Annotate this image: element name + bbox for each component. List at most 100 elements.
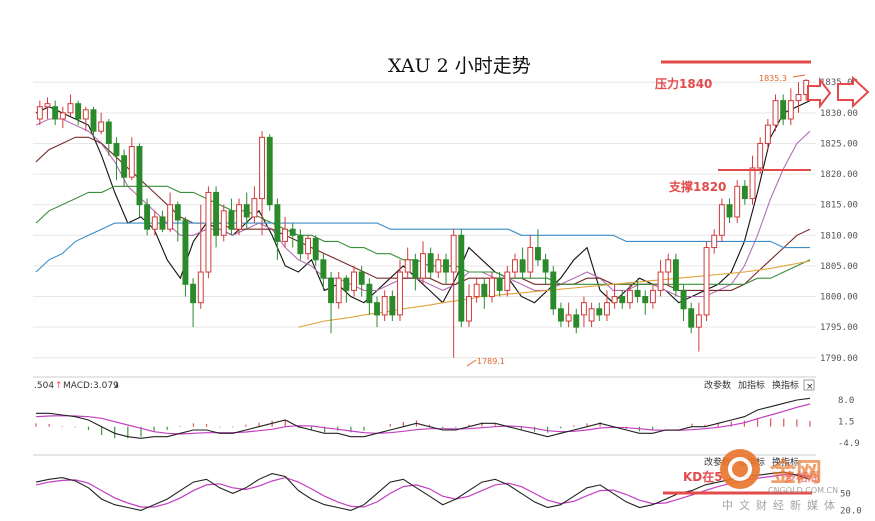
candle-body (67, 103, 74, 114)
watermark-domain: CNGOLD.COM.CN (768, 486, 838, 495)
annotations: 压力1840 支撑1820 1835.3 1789.1 (466, 60, 870, 367)
candle-body (642, 296, 649, 304)
macd-tick-label: 1.5 (838, 418, 854, 428)
candle-body (335, 277, 342, 304)
support-label: 支撑1820 (668, 179, 726, 194)
close-icon-box (803, 379, 815, 391)
candle-body (182, 219, 189, 285)
chart-title: XAU 2 小时走势 (388, 55, 531, 77)
candle-body (519, 259, 526, 273)
watermark-name: 金网 (769, 457, 822, 488)
candle-body (190, 283, 197, 304)
candle-body (282, 228, 289, 242)
candle-body (297, 234, 304, 255)
candle-body (580, 302, 587, 316)
last-price-pointer (792, 74, 806, 78)
close-icon: × (806, 382, 814, 392)
macd-y-axis: 8.0 1.5 -4.9 (838, 396, 860, 449)
candle-body (205, 191, 212, 273)
candle-body (703, 247, 710, 316)
candle-body (711, 234, 718, 249)
candle-body (680, 289, 687, 310)
candle-body (420, 253, 426, 279)
macd-add-indicator-link[interactable]: 加指标 (738, 379, 765, 391)
candle-body (320, 259, 327, 279)
candle-body (573, 314, 580, 328)
watermark-logo-ring (728, 457, 752, 481)
watermark-logo-icon (720, 449, 760, 489)
candle-body (596, 308, 603, 316)
candle-body (374, 302, 380, 316)
kd-tick-label: 50 (840, 489, 851, 499)
candle-body (251, 198, 258, 218)
candle-body (328, 277, 334, 304)
candle-body (657, 271, 664, 291)
candle-body (366, 283, 373, 304)
candle-body (672, 259, 679, 291)
candlesticks (36, 79, 810, 358)
candle-body (228, 210, 235, 230)
candle-body (726, 204, 733, 218)
candle-body (473, 283, 480, 298)
candle-body (534, 247, 541, 261)
candle-body (213, 191, 220, 236)
macd-label-prefix: .504 (34, 381, 54, 391)
candle-body (550, 271, 557, 310)
candle-body (259, 136, 266, 200)
candle-body (90, 109, 97, 132)
candle-body (59, 112, 66, 120)
price-y-axis: 1835.001830.001825.001820.001815.001810.… (820, 78, 858, 364)
candle-body (412, 259, 419, 279)
candle-body (780, 100, 787, 120)
candle-body (121, 155, 128, 178)
price-tick-label: 1825.00 (820, 139, 858, 149)
candle-body (718, 204, 725, 236)
candle-body (167, 204, 174, 230)
watermark-tagline: 中文财经新媒体 (722, 498, 841, 512)
macd-tick-label: -4.9 (838, 439, 860, 449)
watermark: 金网 CNGOLD.COM.CN 中文财经新媒体 (720, 449, 841, 512)
candle-body (787, 100, 794, 120)
low-marker-label: 1789.1 (477, 357, 505, 366)
candle-body (236, 204, 243, 230)
candle-body (289, 228, 296, 236)
candle-body (504, 271, 511, 291)
kd-overlay-text: KD在5 (683, 469, 723, 484)
macd-close-button[interactable]: × (803, 379, 815, 392)
candle-body (603, 302, 610, 316)
candle-body (358, 271, 365, 285)
candle-body (496, 277, 503, 291)
candle-body (197, 271, 204, 304)
price-tick-label: 1795.00 (820, 323, 858, 333)
candle-body (266, 136, 273, 206)
candle-body (795, 93, 802, 102)
price-tick-label: 1830.00 (820, 109, 858, 119)
candle-body (588, 308, 595, 322)
candle-body (527, 247, 534, 273)
price-tick-label: 1815.00 (820, 201, 858, 211)
candle-body (458, 234, 465, 322)
candle-body (665, 259, 672, 273)
candle-body (151, 216, 158, 230)
price-tick-label: 1810.00 (820, 231, 858, 241)
candle-body (389, 296, 396, 316)
macd-dea-line (35, 403, 811, 435)
candle-body (557, 308, 564, 322)
candle-body (466, 296, 472, 322)
candle-body (36, 106, 43, 120)
candle-body (98, 121, 105, 132)
kd-switch-indicator-link[interactable]: 换指标 (772, 456, 799, 468)
candle-body (688, 308, 695, 328)
candle-body (481, 283, 488, 298)
macd-change-params-link[interactable]: 改参数 (704, 379, 731, 391)
candle-body (144, 204, 151, 230)
last-price-label: 1835.3 (759, 74, 787, 83)
candle-body (749, 167, 756, 200)
macd-chart (35, 397, 811, 439)
candle-body (343, 277, 350, 291)
candle-body (741, 185, 748, 200)
macd-switch-indicator-link[interactable]: 换指标 (772, 379, 799, 391)
candle-body (243, 204, 250, 218)
candle-body (734, 185, 741, 218)
